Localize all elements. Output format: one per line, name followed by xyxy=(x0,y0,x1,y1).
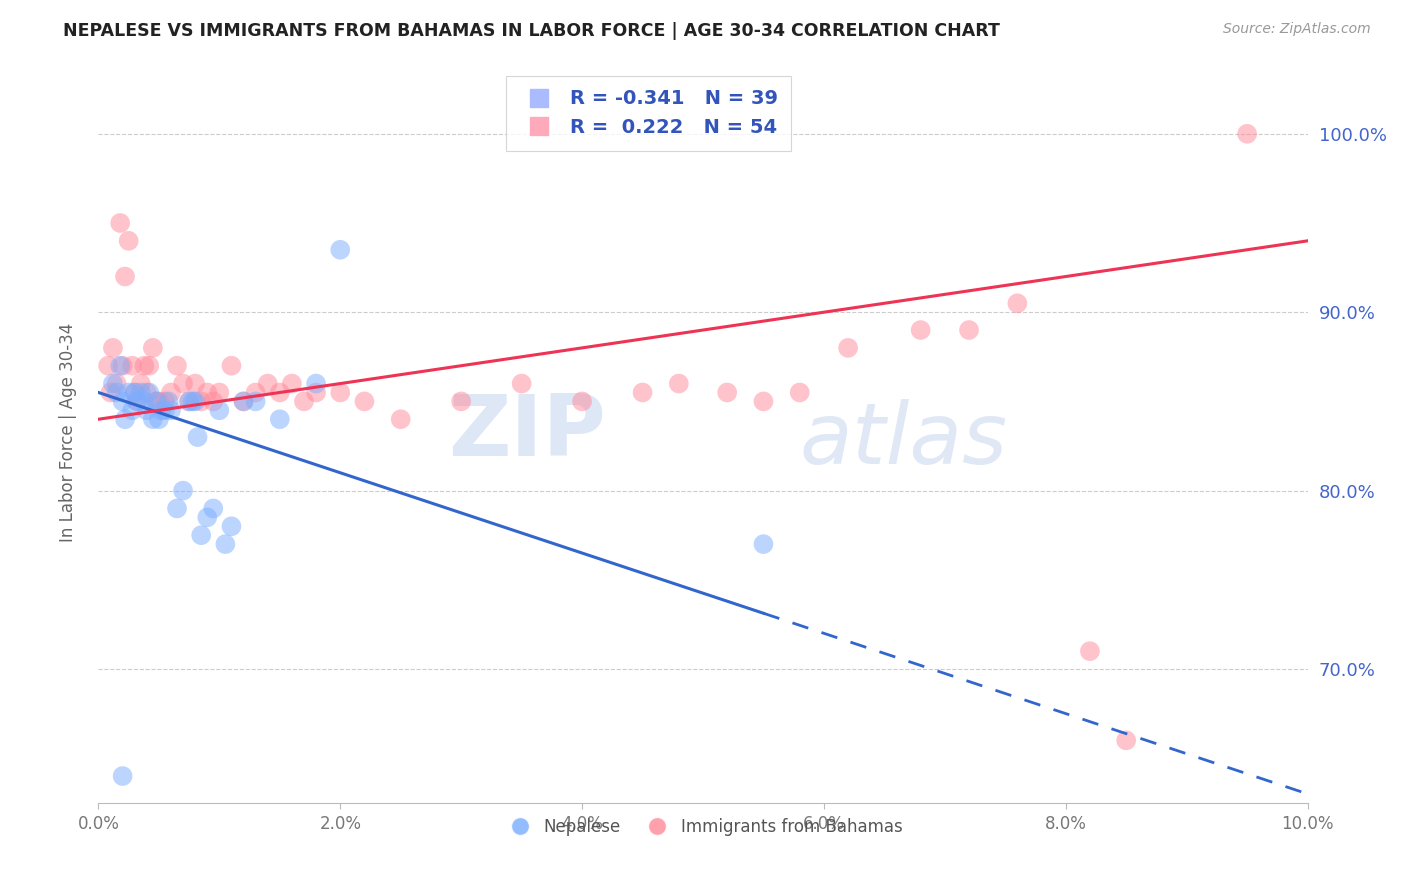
Point xyxy=(752,394,775,409)
Point xyxy=(957,323,980,337)
Point xyxy=(208,403,231,417)
Point xyxy=(172,483,194,498)
Point xyxy=(150,403,173,417)
Point xyxy=(1078,644,1101,658)
Point xyxy=(108,359,131,373)
Point xyxy=(166,359,188,373)
Point xyxy=(1236,127,1258,141)
Point xyxy=(101,341,124,355)
Point xyxy=(160,385,183,400)
Point xyxy=(105,385,128,400)
Legend: Nepalese, Immigrants from Bahamas: Nepalese, Immigrants from Bahamas xyxy=(496,811,910,843)
Point xyxy=(716,385,738,400)
Point xyxy=(389,412,412,426)
Point xyxy=(571,394,593,409)
Point xyxy=(145,394,167,409)
Point xyxy=(510,376,533,391)
Point xyxy=(202,394,225,409)
Point xyxy=(1115,733,1137,747)
Point xyxy=(232,394,254,409)
Point xyxy=(752,537,775,551)
Point xyxy=(145,394,167,409)
Point xyxy=(181,394,204,409)
Point xyxy=(138,385,160,400)
Point xyxy=(135,385,157,400)
Point xyxy=(256,376,278,391)
Point xyxy=(305,385,328,400)
Point xyxy=(631,385,654,400)
Point xyxy=(124,385,146,400)
Point xyxy=(353,394,375,409)
Point xyxy=(221,519,243,533)
Point xyxy=(142,341,165,355)
Point xyxy=(100,385,122,400)
Point xyxy=(108,216,131,230)
Point xyxy=(105,376,128,391)
Point xyxy=(450,394,472,409)
Point xyxy=(195,385,218,400)
Text: atlas: atlas xyxy=(800,399,1008,482)
Point xyxy=(179,394,201,409)
Point xyxy=(134,394,156,409)
Point xyxy=(114,412,136,426)
Point xyxy=(195,510,218,524)
Point xyxy=(232,394,254,409)
Point xyxy=(135,403,157,417)
Point xyxy=(118,234,141,248)
Point xyxy=(138,359,160,373)
Point xyxy=(179,394,201,409)
Point xyxy=(269,385,291,400)
Point xyxy=(187,430,209,444)
Point xyxy=(221,359,243,373)
Point xyxy=(292,394,315,409)
Point xyxy=(208,385,231,400)
Text: ZIP: ZIP xyxy=(449,391,606,475)
Point xyxy=(1007,296,1029,310)
Point xyxy=(245,394,267,409)
Point xyxy=(111,769,134,783)
Point xyxy=(121,403,143,417)
Point xyxy=(214,537,236,551)
Point xyxy=(281,376,304,391)
Point xyxy=(837,341,859,355)
Point xyxy=(97,359,120,373)
Point xyxy=(160,403,183,417)
Point xyxy=(910,323,932,337)
Point xyxy=(184,394,207,409)
Point xyxy=(148,394,170,409)
Y-axis label: In Labor Force | Age 30-34: In Labor Force | Age 30-34 xyxy=(59,323,77,542)
Point xyxy=(305,376,328,391)
Point xyxy=(101,376,124,391)
Point xyxy=(184,376,207,391)
Point xyxy=(114,269,136,284)
Point xyxy=(148,412,170,426)
Point xyxy=(118,385,141,400)
Point xyxy=(190,528,212,542)
Point xyxy=(153,403,176,417)
Point xyxy=(157,394,180,409)
Point xyxy=(134,359,156,373)
Point xyxy=(129,385,152,400)
Point xyxy=(329,385,352,400)
Point xyxy=(329,243,352,257)
Point xyxy=(121,359,143,373)
Point xyxy=(153,394,176,409)
Point xyxy=(202,501,225,516)
Point xyxy=(127,394,149,409)
Point xyxy=(668,376,690,391)
Point xyxy=(127,394,149,409)
Point xyxy=(789,385,811,400)
Point xyxy=(111,359,134,373)
Point xyxy=(172,376,194,391)
Point xyxy=(111,394,134,409)
Point xyxy=(166,501,188,516)
Point xyxy=(142,412,165,426)
Text: Source: ZipAtlas.com: Source: ZipAtlas.com xyxy=(1223,22,1371,37)
Text: NEPALESE VS IMMIGRANTS FROM BAHAMAS IN LABOR FORCE | AGE 30-34 CORRELATION CHART: NEPALESE VS IMMIGRANTS FROM BAHAMAS IN L… xyxy=(63,22,1000,40)
Point xyxy=(190,394,212,409)
Point xyxy=(129,376,152,391)
Point xyxy=(245,385,267,400)
Point xyxy=(269,412,291,426)
Point xyxy=(124,385,146,400)
